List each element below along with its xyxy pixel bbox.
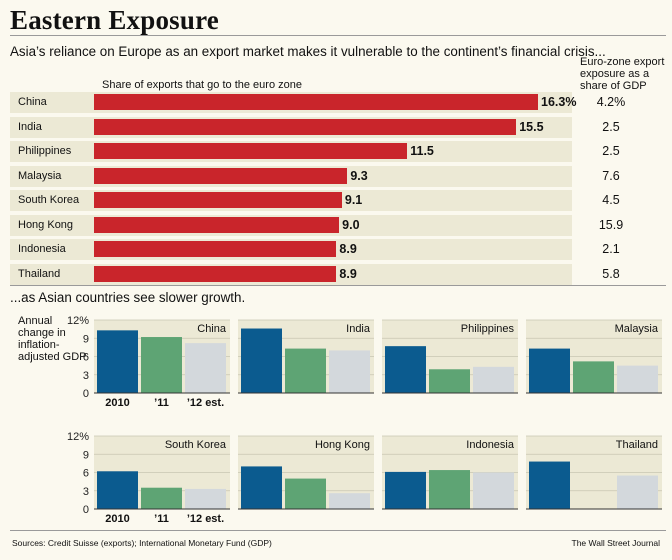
gdp-bar (617, 475, 658, 509)
gdp-bar (241, 466, 282, 509)
y-tick-label: 9 (83, 333, 89, 345)
gdp-panel-title: South Korea (165, 439, 227, 451)
export-value-label: 16.3% (541, 95, 577, 109)
chart-title: Eastern Exposure (10, 5, 219, 35)
gdp-bar (573, 361, 614, 393)
gdp-bar (385, 471, 426, 509)
gdp-bar (97, 330, 138, 393)
gdp-panel-title: India (346, 323, 371, 335)
export-value-label: 8.9 (339, 266, 357, 281)
gdp-bar (285, 348, 326, 393)
gdp-bar (429, 470, 470, 509)
credit-note: The Wall Street Journal (571, 538, 661, 548)
gdp-bar (329, 350, 370, 393)
gdp-exposure-value: 2.1 (602, 242, 620, 256)
export-value-label: 9.0 (342, 217, 360, 232)
y-tick-label: 6 (83, 352, 89, 364)
series-year-label: ’11 (154, 513, 169, 525)
gdp-exposure-value: 4.5 (602, 193, 620, 207)
export-country-label: Malaysia (18, 169, 62, 182)
export-value-label: 9.1 (344, 193, 363, 207)
export-bar (94, 94, 538, 110)
gdp-panel-title: Philippines (461, 323, 515, 335)
series-year-label: ’11 (154, 397, 169, 409)
export-value-label: 15.5 (519, 119, 544, 134)
gdp-bar (141, 337, 182, 393)
gdp-bar (617, 365, 658, 393)
y-tick-label: 12% (67, 315, 89, 327)
export-value-label: 9.3 (350, 168, 368, 183)
gdp-panel-title: China (197, 323, 227, 335)
gdp-bar (529, 348, 570, 393)
top-subtitle: Asia’s reliance on Europe as an export m… (10, 44, 606, 59)
bottom-subtitle: ...as Asian countries see slower growth. (10, 290, 246, 305)
gdp-bar (241, 328, 282, 393)
gdp-column-title: Euro-zone export exposure as a share of … (580, 56, 665, 92)
gdp-bar (185, 488, 226, 509)
export-bar (94, 192, 342, 208)
gdp-exposure-value: 2.5 (602, 119, 620, 134)
export-country-label: South Korea (18, 194, 80, 206)
y-tick-label: 3 (83, 486, 89, 498)
export-bar-axis-label: Share of exports that go to the euro zon… (102, 79, 302, 91)
series-year-label: 2010 (105, 397, 129, 409)
gdp-bar (385, 346, 426, 393)
y-tick-label: 12% (67, 431, 89, 443)
export-country-label: Indonesia (18, 243, 66, 255)
series-year-label: ’12 est. (187, 513, 224, 525)
export-country-label: China (18, 96, 47, 108)
series-year-label: 2010 (105, 513, 129, 525)
gdp-panel-title: Thailand (616, 439, 658, 451)
gdp-bar (429, 369, 470, 393)
title-rule (10, 35, 666, 36)
export-country-label: Thailand (18, 267, 61, 280)
export-bar (94, 241, 337, 257)
export-value-label: 8.9 (339, 242, 357, 256)
gdp-exposure-value: 7.6 (602, 168, 620, 183)
y-tick-label: 6 (83, 468, 89, 480)
export-bar (94, 143, 408, 159)
gdp-exposure-value: 2.5 (602, 144, 620, 158)
gdp-panel-title: Hong Kong (315, 439, 370, 451)
gdp-bar (473, 366, 514, 393)
export-country-label: Philippines (18, 145, 72, 157)
gdp-panel-title: Indonesia (466, 439, 515, 451)
gdp-bar (529, 461, 570, 509)
y-tick-label: 3 (83, 370, 89, 382)
export-bar (94, 118, 517, 135)
export-country-label: India (18, 120, 42, 133)
gdp-axis-label: Annual change in inflation-adjusted GDP (18, 315, 87, 363)
y-tick-label: 0 (83, 388, 89, 400)
gdp-bar (329, 493, 370, 509)
gdp-bar (185, 343, 226, 393)
gdp-bar (285, 478, 326, 509)
export-bar (94, 265, 337, 282)
gdp-bar (141, 487, 182, 509)
export-country-label: Hong Kong (18, 218, 74, 231)
series-year-label: ’12 est. (187, 397, 224, 409)
gdp-exposure-value: 4.2% (596, 95, 626, 109)
gdp-exposure-value: 5.8 (602, 266, 620, 281)
gdp-panel-title: Malaysia (615, 323, 659, 335)
source-note: Sources: Credit Suisse (exports); Intern… (12, 538, 272, 548)
export-bar (94, 167, 348, 184)
gdp-bar (97, 471, 138, 509)
section-rule (10, 285, 666, 286)
gdp-exposure-value: 15.9 (598, 217, 624, 232)
y-tick-label: 9 (83, 449, 89, 461)
y-tick-label: 0 (83, 504, 89, 516)
footer-rule (10, 530, 666, 531)
export-bar (94, 216, 340, 233)
gdp-bar (473, 472, 514, 509)
export-value-label: 11.5 (410, 144, 434, 158)
